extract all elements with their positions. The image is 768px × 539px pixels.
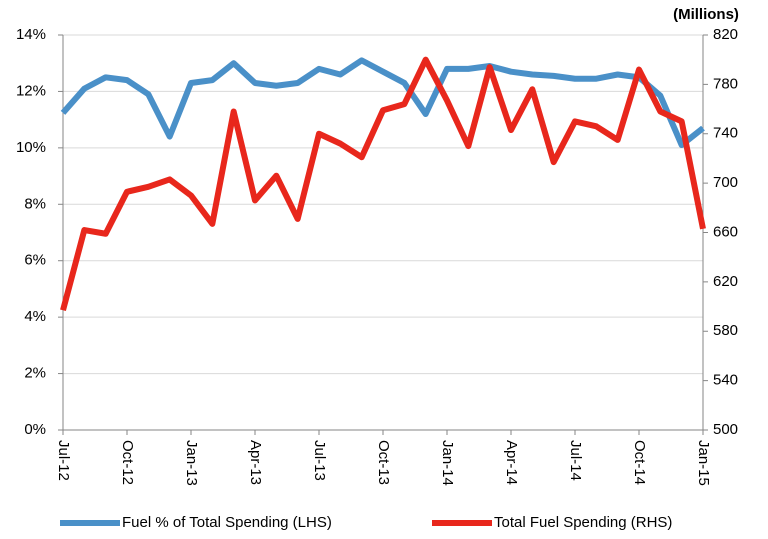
y2-tick-label: 580: [713, 322, 738, 339]
y-tick-label: 4%: [24, 308, 46, 325]
y2-tick-label: 740: [713, 125, 738, 142]
y2-tick-label: 700: [713, 174, 738, 191]
x-tick-label: Jul-13: [311, 440, 328, 481]
y-tick-label: 0%: [24, 421, 46, 438]
x-tick-label: Oct-12: [119, 440, 136, 485]
x-tick-label: Oct-14: [631, 440, 648, 485]
x-tick-label: Apr-14: [503, 440, 520, 485]
y2-tick-label: 540: [713, 372, 738, 389]
x-tick-label: Oct-13: [375, 440, 392, 485]
y2-tick-label: 780: [713, 75, 738, 92]
x-tick-label: Jan-14: [439, 440, 456, 486]
legend-label: Fuel % of Total Spending (LHS): [122, 514, 332, 531]
x-tick-label: Apr-13: [247, 440, 264, 485]
y2-axis-label: (Millions): [673, 6, 739, 23]
y-tick-label: 10%: [16, 139, 46, 156]
y-tick-label: 8%: [24, 195, 46, 212]
y2-tick-label: 620: [713, 273, 738, 290]
x-tick-label: Jan-15: [695, 440, 712, 486]
y2-tick-label: 500: [713, 421, 738, 438]
legend-label: Total Fuel Spending (RHS): [494, 514, 672, 531]
y-tick-label: 12%: [16, 82, 46, 99]
y-tick-label: 2%: [24, 365, 46, 382]
x-tick-label: Jan-13: [183, 440, 200, 486]
y-tick-label: 6%: [24, 252, 46, 269]
y2-tick-label: 660: [713, 223, 738, 240]
y-tick-label: 14%: [16, 26, 46, 43]
x-tick-label: Jul-14: [567, 440, 584, 481]
data-line: [60, 56, 706, 312]
x-tick-label: Jul-12: [55, 440, 72, 481]
y2-tick-label: 820: [713, 26, 738, 43]
data-line: [60, 57, 705, 149]
